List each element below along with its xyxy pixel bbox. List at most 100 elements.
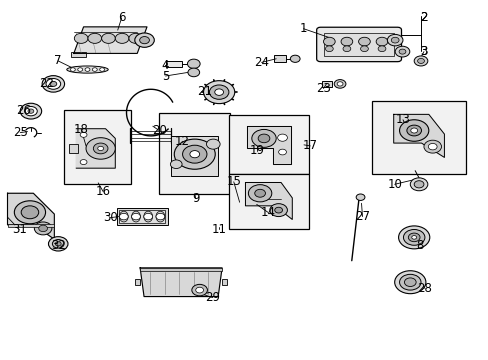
Circle shape: [290, 55, 300, 62]
Circle shape: [143, 213, 152, 220]
Text: 8: 8: [415, 239, 423, 252]
Text: 3: 3: [419, 45, 427, 58]
Circle shape: [399, 120, 428, 141]
Text: 11: 11: [211, 223, 226, 236]
Polygon shape: [76, 129, 115, 168]
Circle shape: [398, 49, 405, 54]
Text: 29: 29: [205, 291, 220, 304]
Circle shape: [251, 130, 276, 147]
Circle shape: [342, 46, 350, 51]
Circle shape: [278, 149, 286, 155]
Text: 9: 9: [192, 192, 199, 205]
Text: 2: 2: [419, 12, 427, 24]
Circle shape: [34, 222, 52, 235]
Circle shape: [189, 150, 199, 158]
Bar: [228, 174, 308, 229]
Bar: [228, 116, 308, 174]
Circle shape: [20, 103, 41, 119]
Circle shape: [187, 68, 199, 77]
Bar: [69, 144, 78, 153]
Ellipse shape: [119, 211, 128, 222]
Circle shape: [78, 68, 82, 71]
Circle shape: [254, 189, 265, 197]
Circle shape: [80, 132, 87, 137]
Circle shape: [423, 140, 441, 153]
Circle shape: [156, 213, 164, 220]
Ellipse shape: [143, 211, 152, 222]
Text: 26: 26: [17, 104, 32, 117]
Bar: [140, 268, 222, 271]
Polygon shape: [140, 268, 222, 297]
Text: 6: 6: [118, 12, 125, 24]
Circle shape: [14, 201, 45, 224]
Circle shape: [85, 68, 90, 71]
Ellipse shape: [156, 211, 164, 222]
Circle shape: [390, 37, 398, 43]
Circle shape: [417, 58, 424, 63]
Circle shape: [70, 68, 75, 71]
Circle shape: [269, 204, 287, 217]
Circle shape: [39, 225, 47, 231]
Text: 20: 20: [151, 124, 166, 137]
Circle shape: [203, 81, 234, 104]
Ellipse shape: [67, 66, 108, 73]
Circle shape: [115, 33, 129, 43]
Circle shape: [52, 239, 64, 248]
Circle shape: [182, 145, 206, 163]
Text: 12: 12: [174, 135, 189, 148]
Bar: [166, 60, 182, 67]
Text: 31: 31: [12, 223, 27, 236]
Text: 23: 23: [315, 82, 330, 95]
Circle shape: [191, 284, 207, 296]
Circle shape: [407, 233, 419, 242]
Circle shape: [427, 143, 436, 150]
Bar: [64, 110, 131, 184]
Text: 15: 15: [226, 175, 241, 188]
Bar: [371, 101, 466, 174]
Circle shape: [42, 76, 64, 92]
Polygon shape: [74, 27, 147, 53]
Text: 32: 32: [51, 239, 65, 252]
Circle shape: [274, 207, 282, 213]
Circle shape: [394, 46, 409, 57]
Bar: [324, 33, 393, 56]
Text: 1: 1: [299, 22, 306, 35]
Circle shape: [46, 78, 61, 89]
Circle shape: [406, 125, 421, 136]
Text: 13: 13: [395, 113, 409, 126]
Circle shape: [398, 226, 429, 249]
Circle shape: [413, 181, 423, 188]
Circle shape: [48, 237, 68, 251]
Polygon shape: [245, 183, 292, 220]
Circle shape: [323, 37, 334, 46]
Text: 30: 30: [103, 211, 118, 224]
Bar: [116, 208, 167, 225]
Circle shape: [100, 68, 104, 71]
Text: 28: 28: [417, 282, 431, 295]
Circle shape: [258, 134, 269, 143]
Text: 14: 14: [260, 206, 275, 219]
Circle shape: [187, 59, 200, 68]
Circle shape: [411, 235, 416, 239]
Circle shape: [98, 146, 103, 150]
Circle shape: [360, 46, 367, 51]
Circle shape: [92, 68, 97, 71]
Text: 19: 19: [249, 144, 264, 157]
Polygon shape: [7, 193, 54, 239]
Circle shape: [135, 33, 154, 47]
Circle shape: [74, 33, 88, 43]
Bar: [321, 81, 331, 87]
Circle shape: [170, 160, 182, 168]
Bar: [171, 136, 218, 176]
Text: 10: 10: [386, 178, 401, 191]
Circle shape: [394, 271, 425, 294]
Circle shape: [355, 194, 364, 201]
Circle shape: [93, 143, 108, 154]
Bar: [71, 51, 86, 57]
Circle shape: [336, 82, 342, 86]
Bar: [222, 279, 226, 285]
Circle shape: [119, 213, 128, 220]
Circle shape: [410, 128, 417, 133]
Text: 18: 18: [74, 122, 88, 136]
Circle shape: [248, 185, 271, 202]
